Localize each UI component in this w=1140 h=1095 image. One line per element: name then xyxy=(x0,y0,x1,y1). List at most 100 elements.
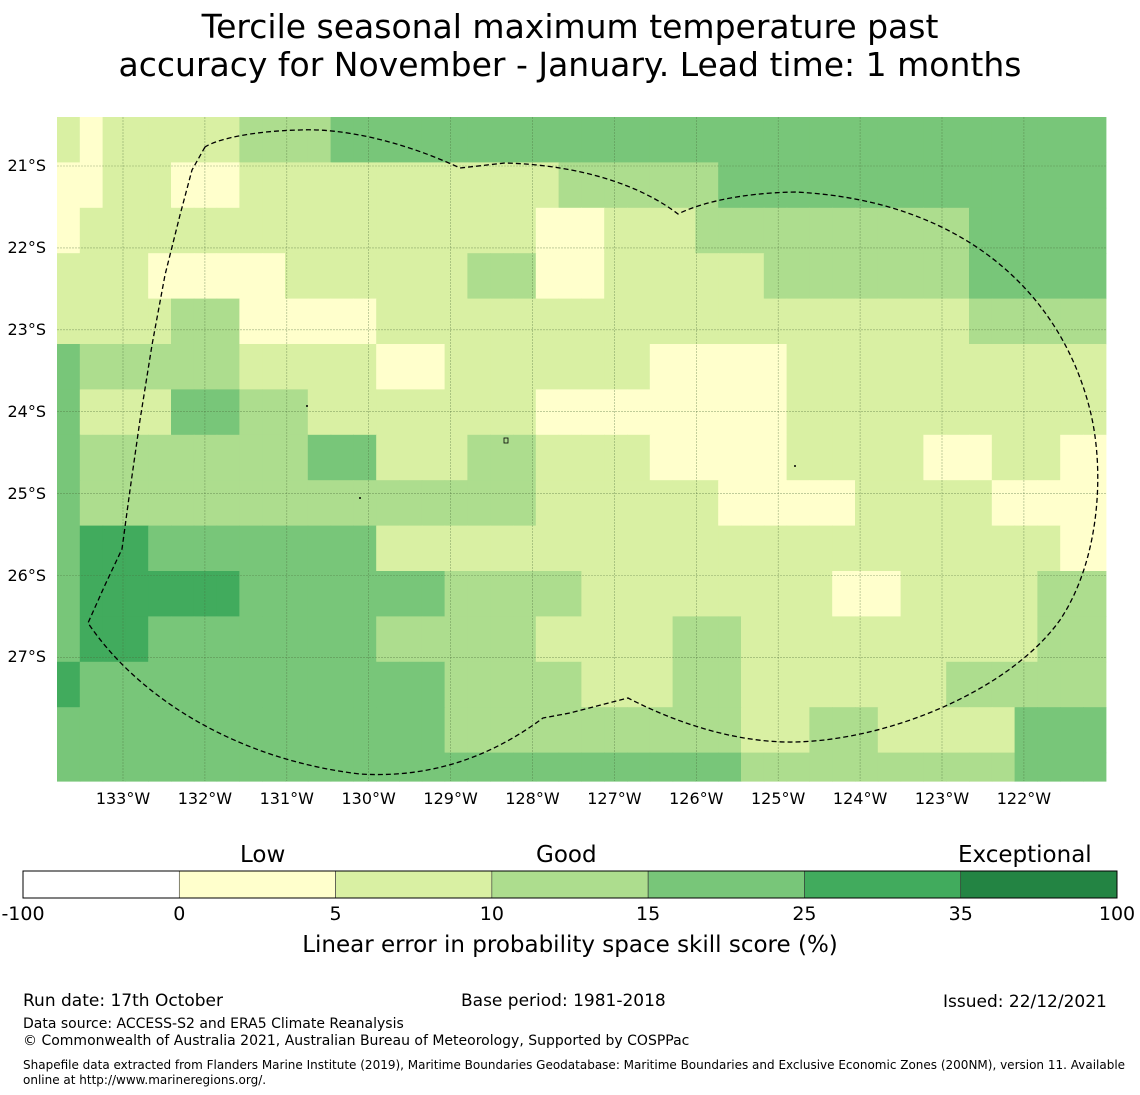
map-cell xyxy=(79,571,104,617)
map-cell xyxy=(809,117,833,163)
map-cell xyxy=(581,207,605,254)
map-cell xyxy=(262,707,286,754)
map-cell xyxy=(535,434,560,481)
map-cell xyxy=(148,344,172,390)
map-cell xyxy=(969,661,993,708)
map-cell xyxy=(969,253,993,300)
map-cell xyxy=(285,117,309,163)
map-cell xyxy=(695,117,719,163)
map-cell xyxy=(763,525,788,572)
map-cell xyxy=(832,389,856,436)
map-cell xyxy=(444,480,468,527)
map-cell xyxy=(558,344,582,390)
map-cell xyxy=(399,389,423,436)
map-cell xyxy=(125,162,149,209)
map-cell xyxy=(171,117,195,163)
map-cell xyxy=(809,480,833,527)
map-cell xyxy=(969,752,993,782)
map-cell xyxy=(558,752,582,782)
map-cell xyxy=(1037,389,1061,436)
map-cell xyxy=(57,434,81,481)
map-cell xyxy=(376,117,400,163)
map-cell xyxy=(148,480,172,527)
map-cell xyxy=(877,571,902,617)
map-cell xyxy=(193,480,218,527)
map-cell xyxy=(102,480,126,527)
map-cell xyxy=(102,752,126,782)
map-cell xyxy=(148,253,172,300)
map-cell xyxy=(171,389,195,436)
map-cell xyxy=(741,207,765,254)
map-cell xyxy=(421,480,446,527)
map-cell xyxy=(513,525,537,572)
map-cell xyxy=(627,525,651,572)
map-cell xyxy=(855,480,879,527)
latitude-tick-label: 22°S xyxy=(7,237,46,257)
map-cell xyxy=(57,253,81,300)
map-cell xyxy=(718,707,742,754)
map-cell xyxy=(969,344,993,390)
map-cell xyxy=(239,616,263,663)
map-cell xyxy=(969,117,993,163)
map-cell xyxy=(285,661,309,708)
colorbar-frame xyxy=(22,870,1118,899)
map-cell xyxy=(627,389,651,436)
map-cell xyxy=(786,525,810,572)
map-cell xyxy=(786,117,810,163)
map-cell xyxy=(376,571,400,617)
map-cell xyxy=(604,616,628,663)
map-cell xyxy=(1083,298,1107,345)
map-cell xyxy=(946,616,970,663)
map-cell xyxy=(307,344,332,390)
map-cell xyxy=(239,434,263,481)
map-cells xyxy=(57,117,1107,782)
map-cell xyxy=(193,344,218,390)
map-cell xyxy=(216,525,240,572)
map-cell xyxy=(57,707,81,754)
map-cell xyxy=(376,344,400,390)
map-cell xyxy=(695,389,719,436)
colorbar-segment xyxy=(178,870,336,899)
map-cell xyxy=(923,253,947,300)
map-cell xyxy=(991,162,1016,209)
map-cell xyxy=(627,752,651,782)
map-cell xyxy=(285,707,309,754)
map-cell xyxy=(216,616,240,663)
map-cell xyxy=(79,389,104,436)
map-cell xyxy=(330,525,354,572)
map-cell xyxy=(877,616,902,663)
map-cell xyxy=(444,117,468,163)
map-cell xyxy=(193,434,218,481)
map-cell xyxy=(376,525,400,572)
map-cell xyxy=(330,389,354,436)
map-cell xyxy=(148,525,172,572)
map-cell xyxy=(695,661,719,708)
map-cell xyxy=(535,298,560,345)
map-cell xyxy=(57,616,81,663)
map-cell xyxy=(307,207,332,254)
map-cell xyxy=(558,571,582,617)
map-cell xyxy=(421,752,446,782)
map-cell xyxy=(102,389,126,436)
map-cell xyxy=(307,117,332,163)
map-cell xyxy=(718,389,742,436)
map-cell xyxy=(695,571,719,617)
map-cell xyxy=(1060,480,1084,527)
map-cell xyxy=(125,616,149,663)
map-cell xyxy=(193,207,218,254)
map-cell xyxy=(330,434,354,481)
map-cell xyxy=(1037,162,1061,209)
map-cell xyxy=(102,616,126,663)
map-cell xyxy=(1014,389,1038,436)
map-cell xyxy=(558,253,582,300)
map-cell xyxy=(148,571,172,617)
map-cell xyxy=(490,616,514,663)
map-cell xyxy=(535,616,560,663)
map-cell xyxy=(490,752,514,782)
map-cell xyxy=(285,752,309,782)
map-cell xyxy=(353,752,377,782)
map-cell xyxy=(627,434,651,481)
map-cell xyxy=(535,525,560,572)
map-cell xyxy=(171,661,195,708)
map-cell xyxy=(125,480,149,527)
